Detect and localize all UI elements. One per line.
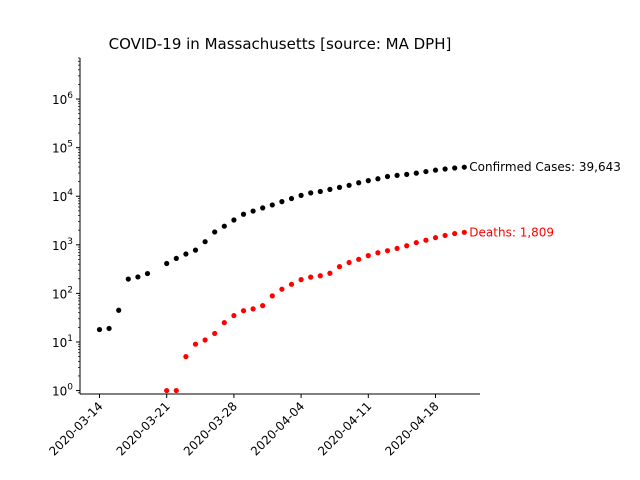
data-point (317, 188, 323, 195)
data-point (279, 199, 285, 205)
y-tick-label: 101 (52, 334, 73, 350)
y-tick-label: 103 (52, 237, 73, 253)
data-point (288, 281, 295, 287)
data-point (404, 243, 410, 249)
y-tick-label: 104 (52, 188, 73, 204)
data-point (413, 170, 419, 176)
data-point (327, 270, 333, 276)
data-point (432, 235, 439, 241)
data-point (327, 186, 333, 192)
y-tick-label: 105 (52, 140, 73, 156)
data-point (212, 229, 218, 235)
data-point (183, 251, 189, 257)
data-point (442, 166, 448, 172)
data-point (365, 253, 371, 259)
x-tick-label: 2020-04-11 (315, 399, 374, 458)
y-tick-label: 106 (52, 91, 73, 107)
data-point (413, 240, 419, 246)
x-tick-label: 2020-04-18 (382, 399, 441, 458)
data-point (375, 176, 381, 182)
data-point (452, 230, 458, 237)
data-marks: Confirmed Cases: 39,643 Deaths: 1,809 (96, 160, 621, 394)
y-tick-label: 100 (52, 383, 73, 399)
data-point (221, 223, 227, 229)
y-tick-label: 102 (52, 285, 73, 301)
data-point (240, 308, 247, 314)
data-point (116, 307, 122, 313)
data-point (202, 239, 208, 245)
data-point (96, 326, 103, 333)
x-tick-label: 2020-03-21 (114, 399, 173, 458)
data-point (173, 255, 179, 262)
data-point (202, 337, 208, 343)
x-tick-label: 2020-04-04 (248, 399, 307, 458)
data-point (269, 293, 275, 299)
data-point (250, 306, 256, 312)
data-point (308, 274, 314, 280)
data-point (423, 168, 429, 175)
data-point (164, 387, 170, 394)
data-point (269, 202, 275, 208)
data-point (394, 172, 400, 178)
chart-title: COVID-19 in Massachusetts [source: MA DP… (109, 35, 452, 53)
data-point (375, 250, 381, 256)
data-point (298, 277, 304, 283)
data-point (221, 320, 227, 326)
data-point (336, 264, 343, 270)
data-point (183, 354, 189, 360)
data-point (461, 229, 467, 235)
data-point (106, 325, 112, 332)
data-point (356, 256, 362, 262)
data-point (384, 173, 391, 180)
data-point (404, 171, 410, 177)
data-point (260, 205, 266, 211)
data-point (288, 195, 295, 202)
data-point (346, 182, 352, 188)
data-point (365, 178, 371, 184)
data-point (461, 164, 467, 170)
data-point (279, 286, 285, 292)
data-point (125, 276, 131, 282)
data-point (442, 232, 448, 239)
data-point (308, 190, 314, 196)
data-point (432, 167, 439, 173)
data-point (452, 165, 458, 171)
data-point (164, 260, 170, 267)
series-annotation: Deaths: 1,809 (469, 225, 554, 239)
data-point (423, 237, 429, 243)
data-point (212, 330, 218, 337)
data-point (231, 312, 237, 319)
data-point (356, 180, 362, 186)
data-point (384, 248, 391, 254)
data-point (192, 341, 199, 347)
data-point (298, 192, 304, 198)
x-tick-label: 2020-03-28 (181, 399, 240, 458)
data-point (346, 259, 352, 266)
data-point (394, 245, 400, 251)
data-point (240, 211, 247, 217)
data-point (144, 270, 151, 277)
series-annotation: Confirmed Cases: 39,643 (469, 160, 621, 174)
data-point (336, 184, 343, 190)
data-point (231, 217, 237, 223)
data-point (173, 387, 179, 394)
data-point (260, 303, 266, 309)
data-point (317, 273, 323, 279)
x-tick-label: 2020-03-14 (46, 399, 105, 458)
data-point (192, 247, 199, 253)
data-point (250, 208, 256, 214)
data-point (135, 274, 141, 280)
